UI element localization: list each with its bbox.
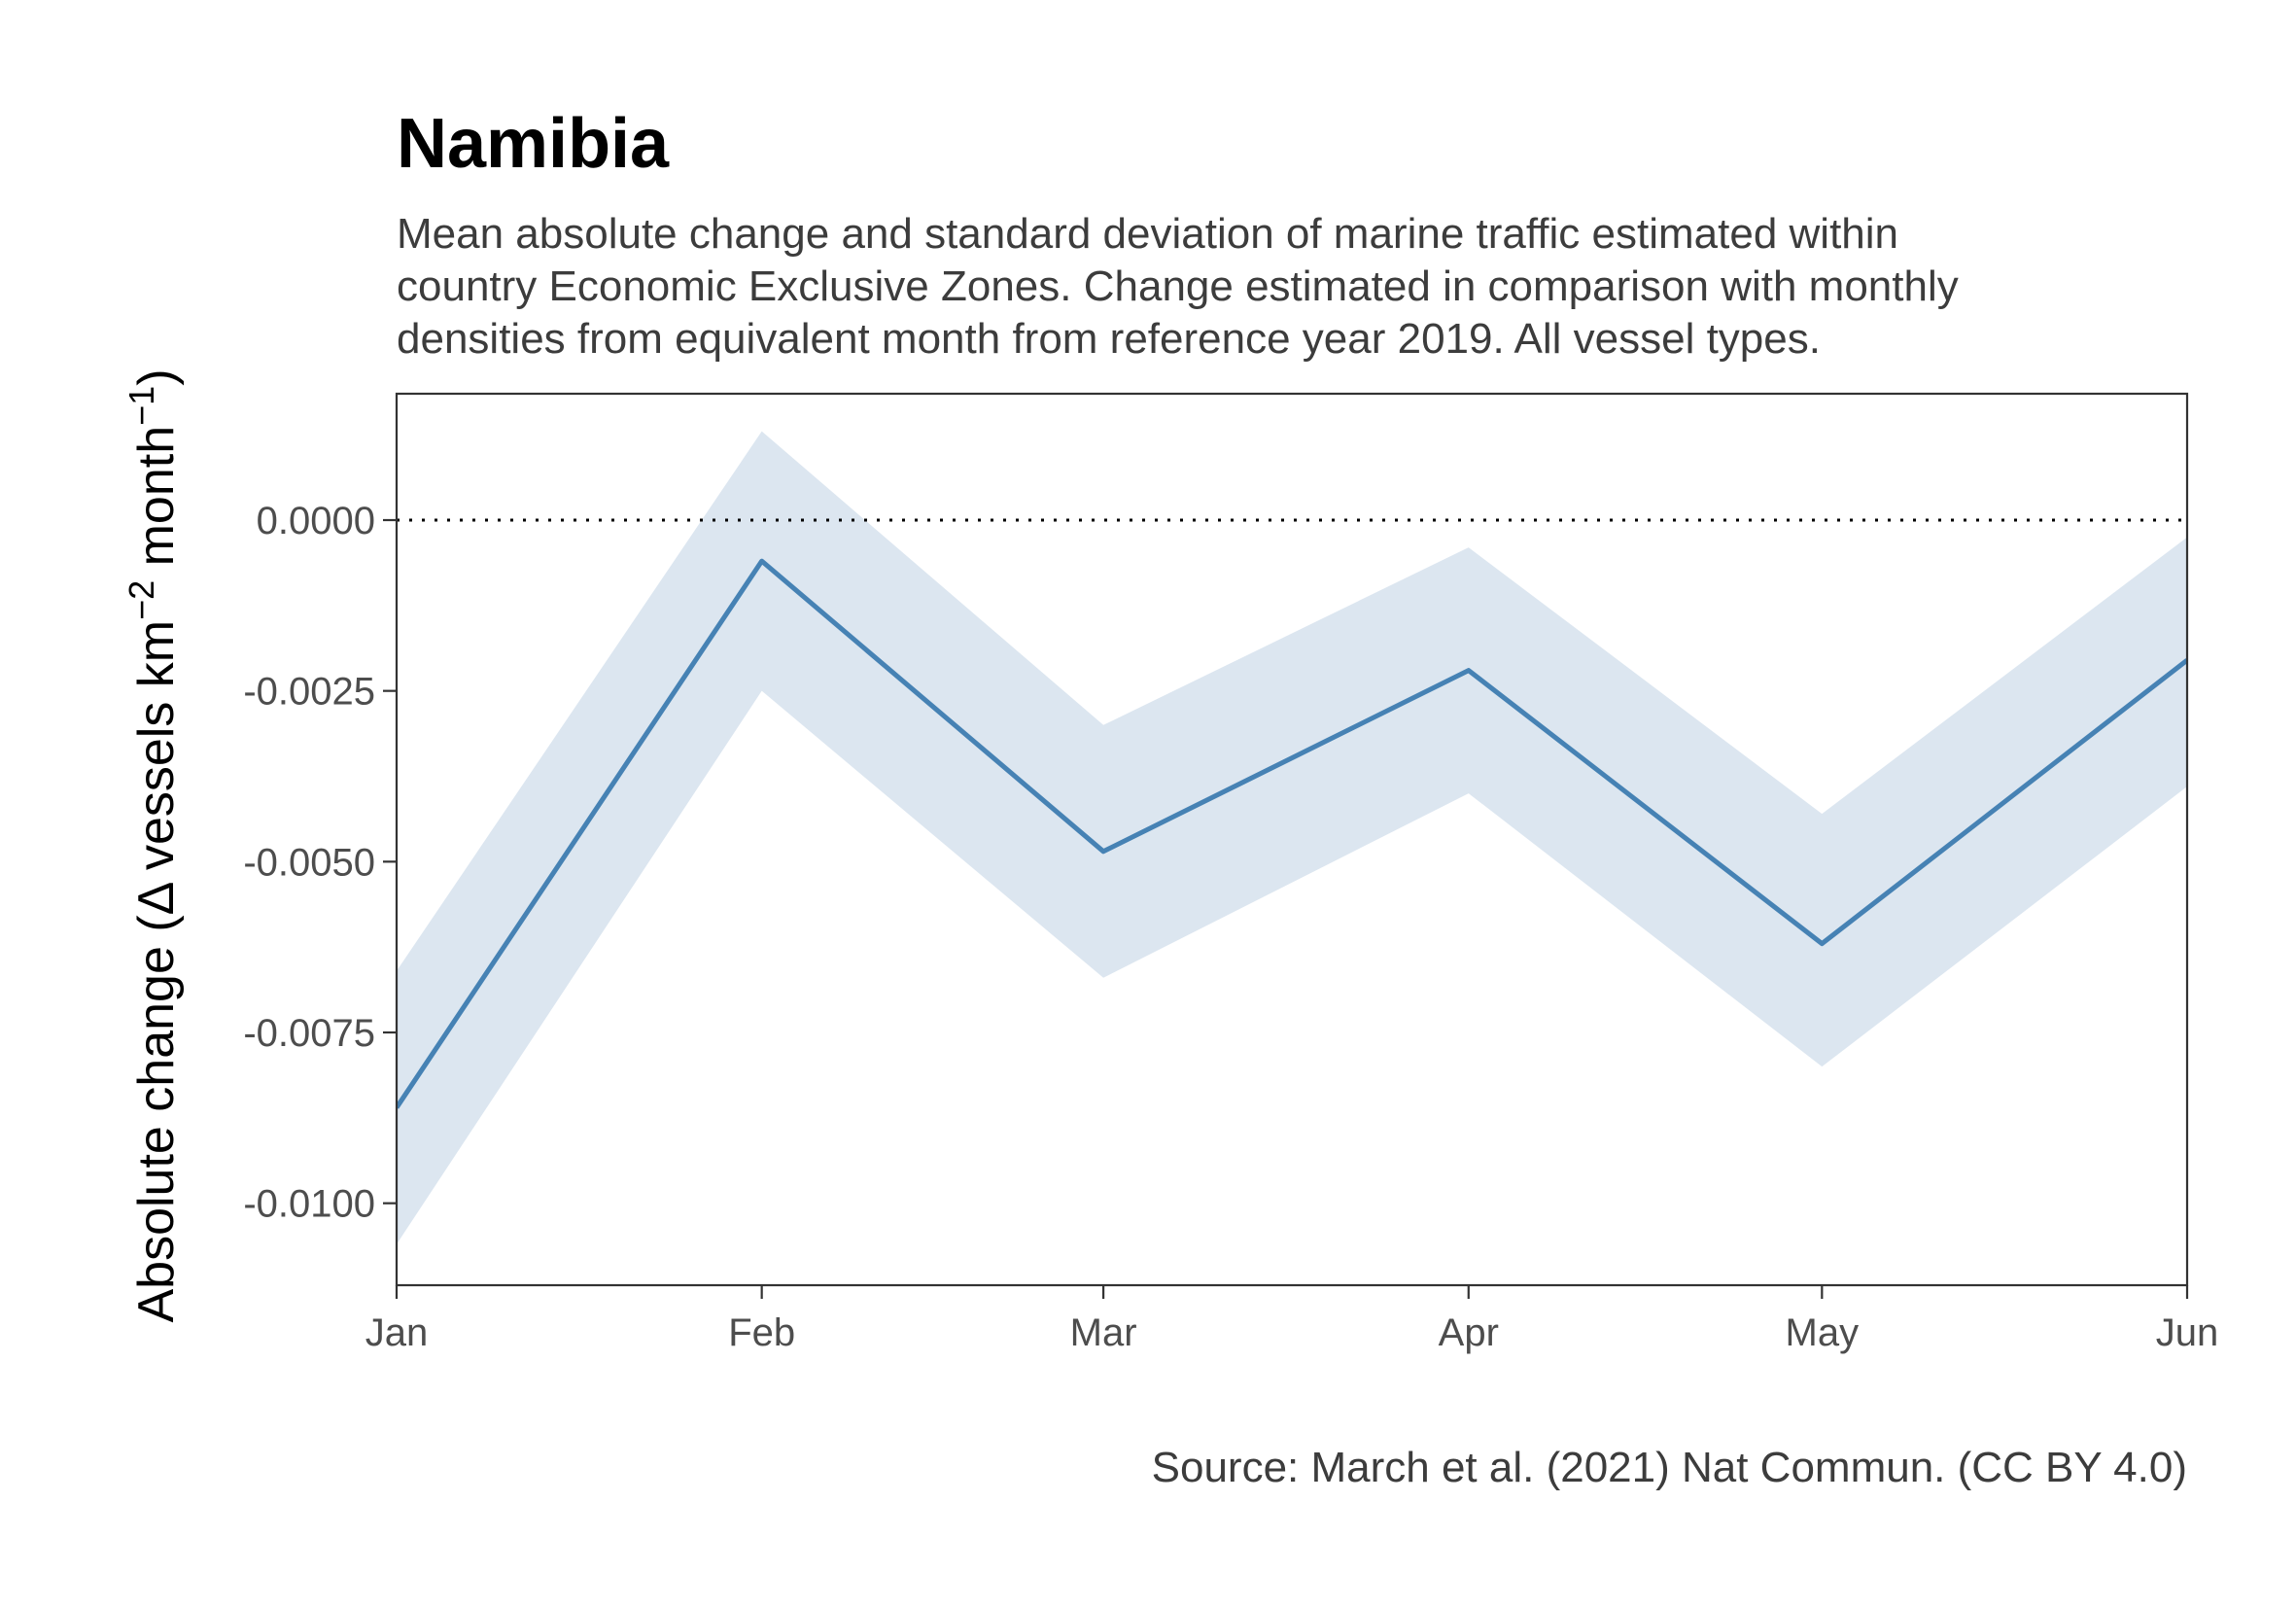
- x-tick-label-jan: Jan: [365, 1311, 429, 1354]
- y-tick-label-0: 0.0000: [257, 500, 375, 542]
- plot-frame: [395, 392, 2189, 1287]
- series-line-0: [397, 558, 2187, 1109]
- y-tick-label-2: -0.0050: [243, 841, 375, 884]
- y-tick-label-3: -0.0075: [243, 1012, 375, 1055]
- chart-caption: Source: March et al. (2021) Nat Commun. …: [1152, 1444, 2187, 1491]
- y-axis-label-sup-2: −1: [122, 386, 161, 426]
- chart-title: Namibia: [397, 105, 670, 183]
- plot-area: 0.0000 -0.0025 -0.0050 -0.0075 -0.0100 Jan Feb…: [243, 392, 2219, 1354]
- x-tick-label-apr: Apr: [1439, 1311, 1499, 1354]
- y-tick-label-4: -0.0100: [243, 1183, 375, 1226]
- y-axis-label-suffix: ): [128, 368, 185, 385]
- chart-subtitle-line-2: country Economic Exclusive Zones. Change…: [397, 262, 1959, 310]
- chart-subtitle-line-1: Mean absolute change and standard deviat…: [397, 210, 1898, 258]
- y-axis-label: Absolute change (Δ vessels km−2 month−1): [122, 368, 185, 1322]
- x-tick-label-jun: Jun: [2156, 1311, 2219, 1354]
- x-tick-label-mar: Mar: [1070, 1311, 1137, 1354]
- chart-subtitle-line-3: densities from equivalent month from ref…: [397, 315, 1821, 363]
- y-axis-label-sup-1: −2: [122, 580, 161, 620]
- x-tick-label-feb: Feb: [728, 1311, 795, 1354]
- sd-band-0: [397, 431, 2187, 1244]
- y-axis-label-prefix: Absolute change (Δ vessels km: [128, 620, 185, 1323]
- y-axis-label-mid: month: [128, 426, 185, 580]
- y-tick-label-1: -0.0025: [243, 671, 375, 714]
- x-tick-label-may: May: [1786, 1311, 1860, 1354]
